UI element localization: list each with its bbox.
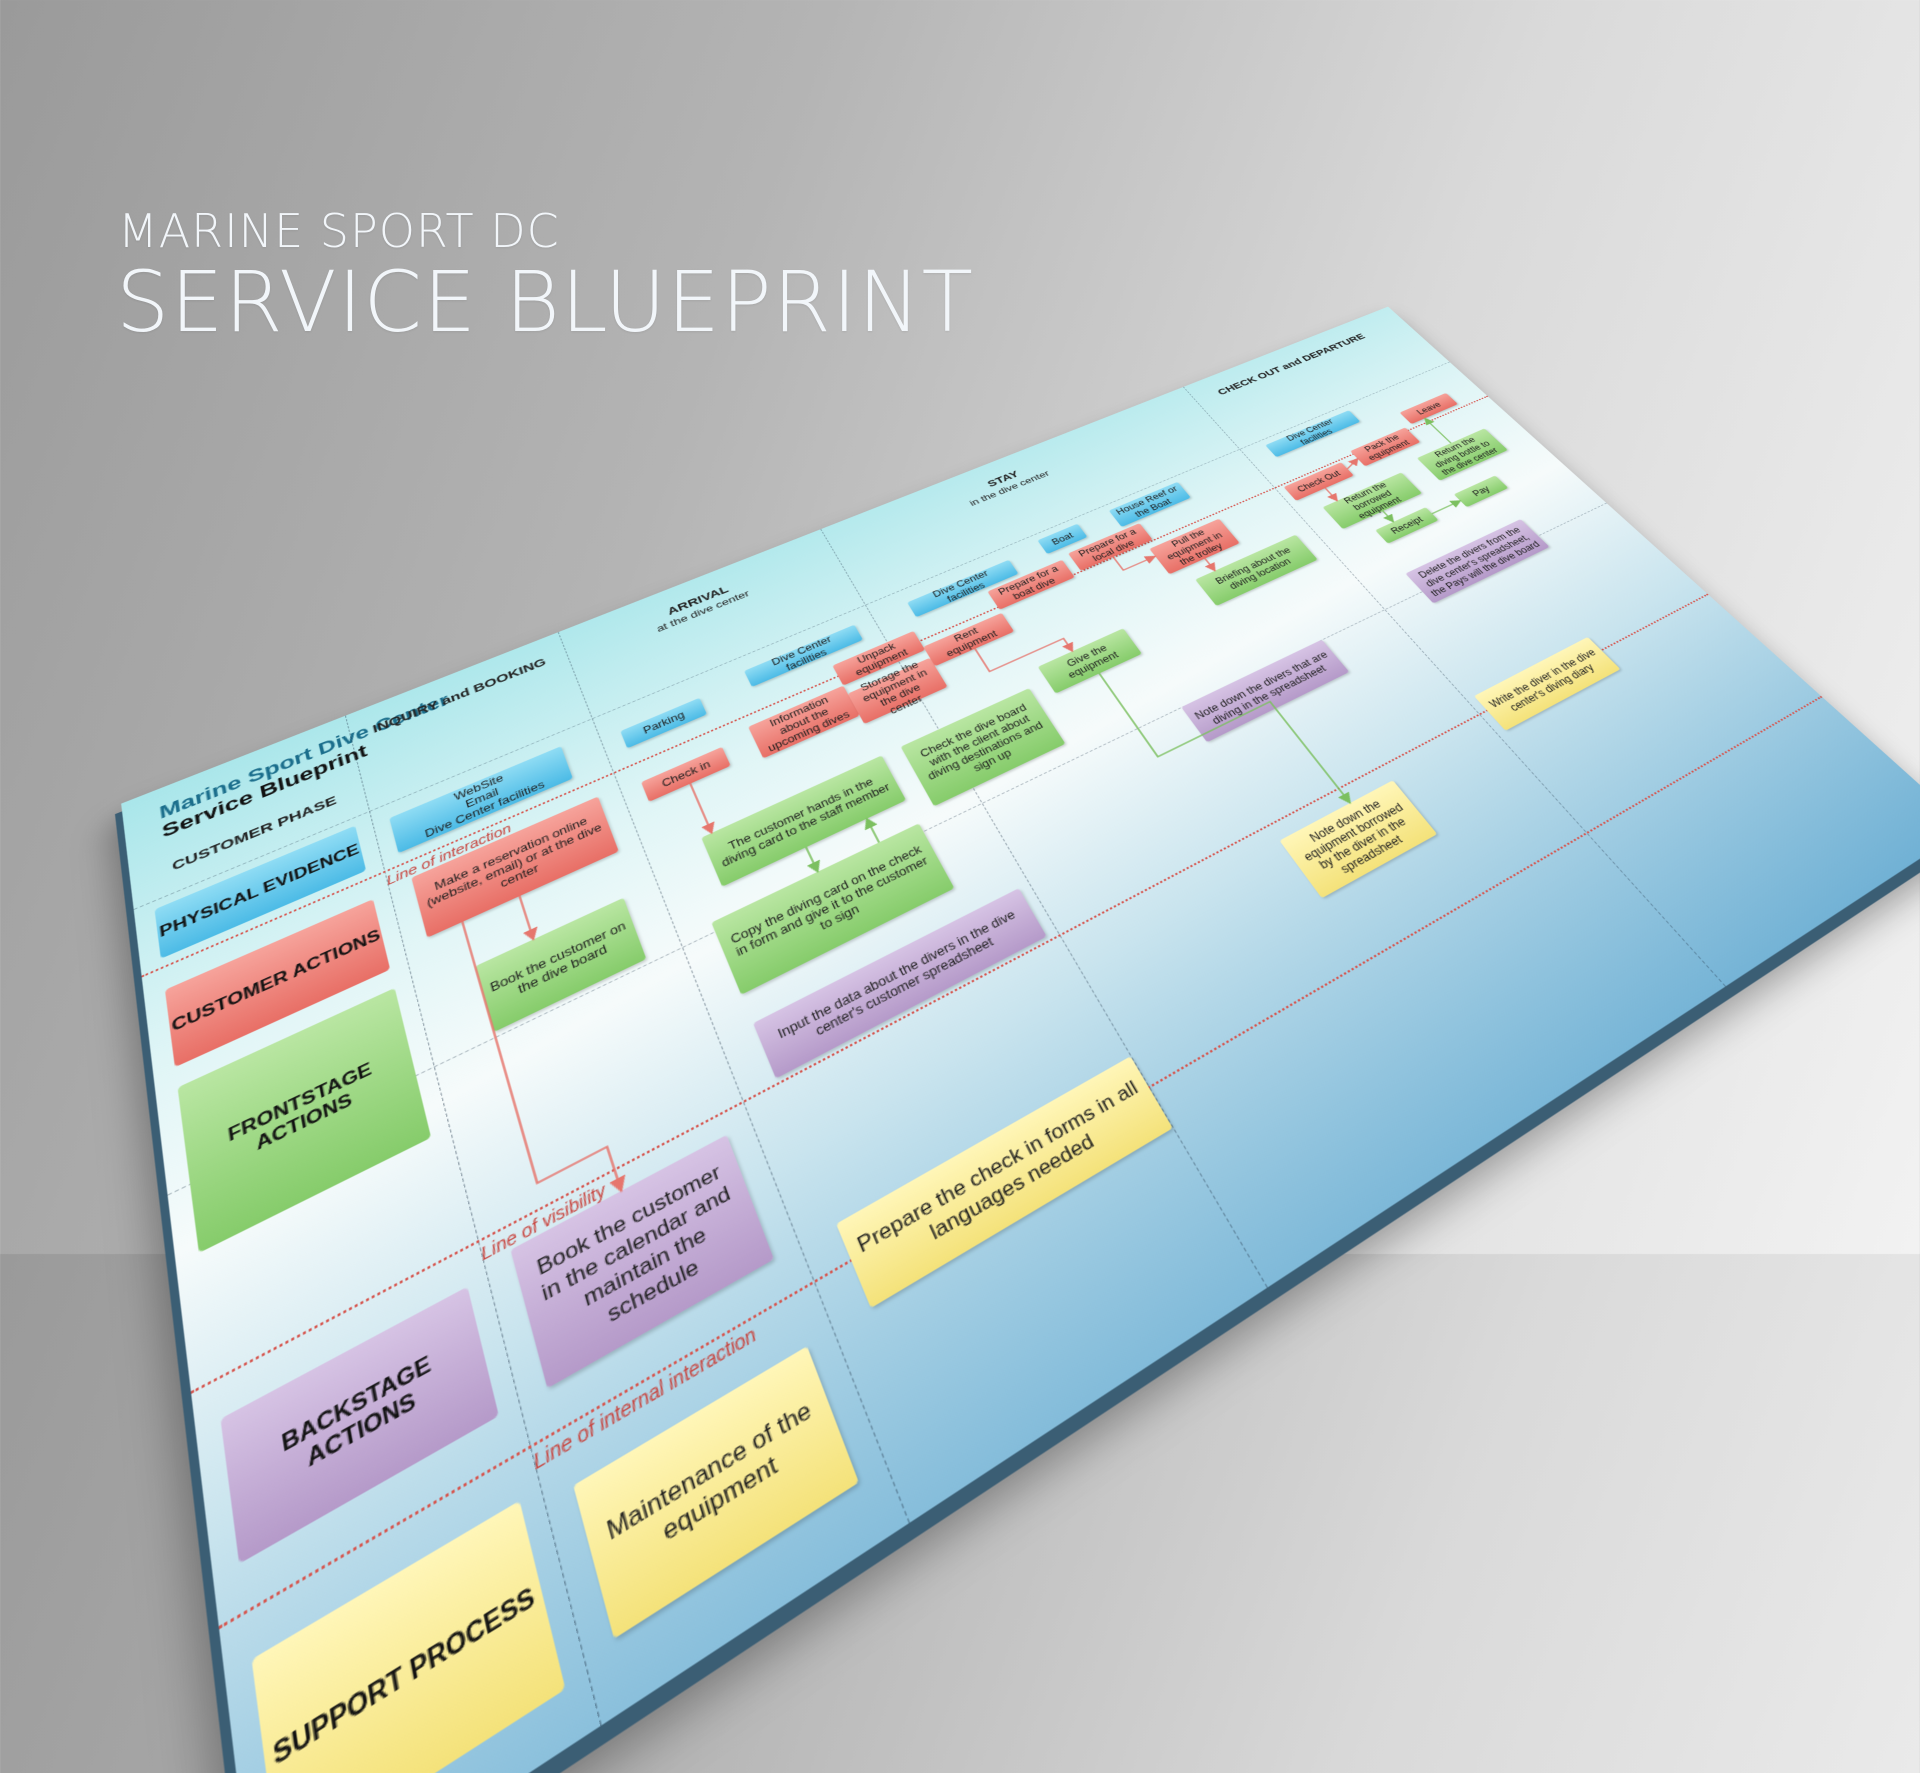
arrow-checkout-to-return [1325,488,1337,501]
evidence-parking: Parking [620,697,707,749]
support-prepare-forms: Prepare the check in forms in all langua… [836,1056,1173,1309]
customer-pack: Pack the equipment [1350,427,1421,467]
customer-pay: Pay [1453,475,1509,508]
phase-arrival: ARRIVAL at the dive center [583,553,813,662]
backstage-delete-divers: Delete the divers from the dive center's… [1405,519,1550,604]
headline-title: SERVICE BLUEPRINT [116,253,974,351]
support-write-diary: Write the diver in the dive center's div… [1473,636,1621,731]
arrow-pull-to-briefing [1205,559,1215,571]
arrow-check-in-to-hands-card [690,784,711,833]
frontstage-book-board: Book the customer on the dive board [475,897,647,1033]
lane-backstage-actions: BACKSTAGE ACTIONS [220,1286,499,1564]
customer-information: Information about the upcoming dives [748,685,860,759]
blueprint-board: Marine Sport Dive Center Service Bluepri… [121,307,1920,1773]
arrow-reservation-to-book-board [520,896,534,939]
arrow-return-to-receipt [1383,511,1393,522]
lane-support-process: SUPPORT PROCESS [251,1500,566,1773]
headline: MARINE SPORT DC SERVICE BLUEPRINT [116,204,974,351]
arrow-receipt-to-pay [1432,501,1460,514]
evidence-house-reef: House Reef or the Boat [1108,481,1191,527]
customer-rent: Rent equipment [923,612,1015,667]
frontstage-give-equipment: Give the equipment [1037,628,1142,694]
customer-receipt: Receipt [1375,507,1439,544]
board-perspective: Marine Sport Dive Center Service Bluepri… [0,0,1920,1254]
phase-stay: STAY in the dive center [879,430,1128,542]
arrow-hands-to-copy [806,847,818,871]
headline-brand: MARINE SPORT DC [118,204,560,258]
backstage-note-divers: Note down the divers that are diving in … [1181,639,1350,743]
phase-arrival-label: ARRIVAL [665,583,731,618]
phase-inquiry: INQUIRY and BOOKING [371,655,548,736]
arrow-copy-to-hands [867,819,879,843]
support-note-equipment: Note down the equipment borrowed by the … [1279,780,1438,899]
customer-return-bottle: Return the diving bottle to the dive cen… [1416,428,1508,481]
phase-checkout: CHECK OUT and DEPARTURE [1215,331,1368,398]
phase-stay-label: STAY [985,468,1022,490]
support-maintenance: Maintenance of the equipment [573,1346,859,1639]
